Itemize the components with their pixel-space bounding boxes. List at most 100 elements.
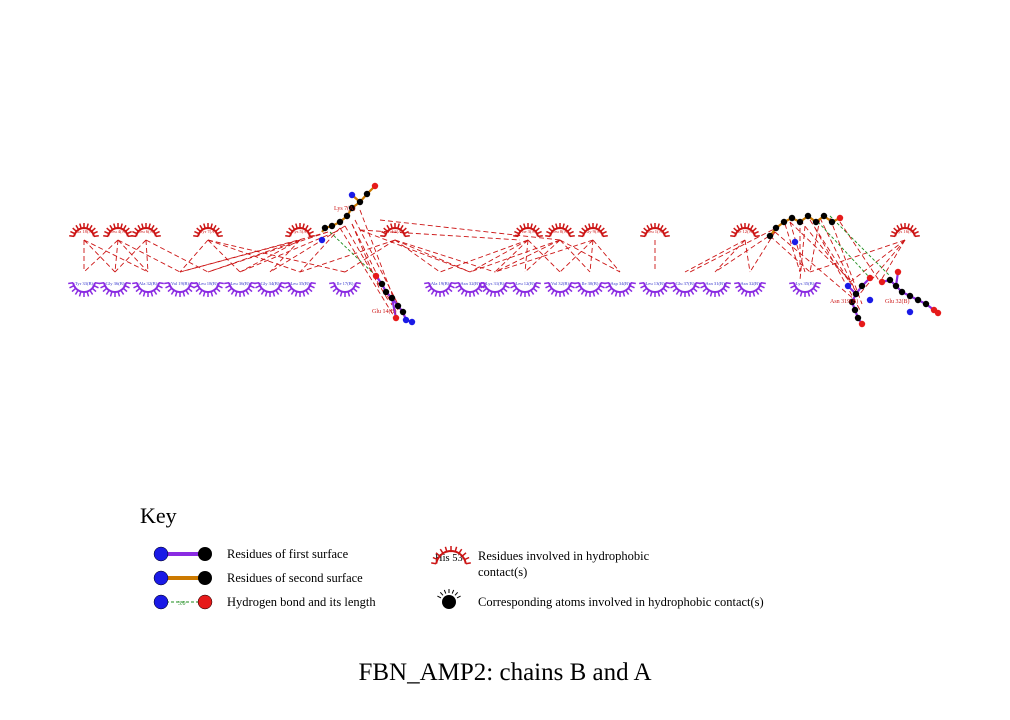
chain-b-residue-label-16: Asp 34(B) [610, 281, 630, 286]
chain-b-residue-label-13: Leu 12(B) [515, 281, 534, 286]
chain-b-residue-label-12: Lys 31(B) [486, 281, 505, 286]
chain-b-residue-fan-16 [604, 281, 636, 297]
ligand-asn-319-label: Asn 319(B) [830, 298, 858, 305]
legend-first-surface-label: Residues of first surface [227, 547, 349, 561]
chain-a-residue-label-3: Leu 6(A) [138, 229, 155, 234]
chain-a-residue-label-11: Ile 12(A) [737, 229, 754, 234]
legend: Key Residues of first surface Residues o… [140, 503, 764, 610]
legend-atoms-label: Corresponding atoms involved in hydropho… [478, 595, 764, 609]
ligand-glu-14-b: Glu 14(B) [372, 272, 416, 326]
chain-a-residue-fan-4 [193, 223, 223, 238]
legend-first-surface: Residues of first surface [153, 546, 349, 562]
chain-a-residue-label-6: Val 2(A) [387, 229, 403, 234]
chain-b-residue-fan-10 [424, 281, 456, 297]
chain-a-residue-fan-7 [513, 223, 543, 238]
legend-atom-spike [437, 595, 442, 599]
chain-b-residue-label-5: Leu 18(B) [198, 281, 217, 286]
legend-atom-spike [443, 589, 447, 594]
chain-a-residue-label-10: Leu 1(A) [647, 229, 664, 234]
legend-hydrophobic-label-line1: Residues involved in hydrophobic [478, 549, 650, 563]
page-title: FBN_AMP2: chains B and A [358, 659, 651, 686]
chain-a-residue-label-4: Tyr 7(A) [200, 229, 217, 234]
chain-b-residue-label-6: Leu 36(B) [230, 281, 249, 286]
hydrogen-bond-lines [329, 215, 891, 279]
chain-b-residue-label-7: Gly 34(B) [261, 281, 280, 286]
ligand-glu-32-b: Glu 32(B) [878, 268, 942, 317]
chain-b-residue-label-2: Gly 36(B) [106, 281, 125, 286]
legend-second-surface: Residues of second surface [153, 570, 363, 586]
chain-a-residue-label-12: Lys 16(A) [896, 229, 915, 234]
chain-a-residue-fan-6 [380, 223, 410, 238]
chain-b-residue-fan-8 [284, 281, 316, 297]
chain-a-residue-label-1: Ala 18(A) [75, 229, 94, 234]
chain-b-residue-label-3: Ala 32(B) [139, 281, 158, 286]
legend-fan-arc [431, 546, 471, 565]
chain-a-residue-fan-8 [545, 223, 575, 238]
chain-a-residue-fan-10 [640, 223, 670, 238]
chain-b-residue-fan-3 [132, 281, 164, 297]
chain-b-residue-fan-7 [254, 281, 286, 297]
chain-b-residue-fan-19 [699, 281, 731, 297]
chain-b-residue-fan-14 [544, 281, 576, 297]
legend-hydrophobic: His 53 Residues involved in hydrophobic … [431, 546, 650, 579]
chain-a-residue-label-2: Leu 4(A) [110, 229, 127, 234]
chain-a-residue-fan-3 [131, 223, 161, 238]
chain-b-residue-label-17: Leu 13(B) [645, 281, 664, 286]
ligand-glu-32-label: Glu 32(B) [885, 298, 910, 305]
chain-b-residue-label-18: Glu 37(B) [676, 281, 695, 286]
ligand-lys-7-a: Lys 7(A) [318, 182, 379, 244]
legend-atom-spike [456, 595, 461, 599]
chain-b-residue-label-20: Asn 32(B) [740, 281, 760, 286]
chain-b-residue-label-8: Leu 35(B) [290, 281, 309, 286]
chain-b-residue-label-14: Val 32(B) [551, 281, 569, 286]
chain-b-residue-fan-1 [68, 281, 100, 297]
chain-a-residue-label-5: Lys 5(A) [292, 229, 309, 234]
chain-a-residue-label-8: Leu 8(A) [552, 229, 569, 234]
chain-b-residue-fan-4 [164, 281, 196, 297]
legend-hydrophobic-fan-icon [431, 546, 471, 565]
chain-b-residue-fan-15 [574, 281, 606, 297]
chain-a-residue-fan-1 [69, 223, 99, 238]
chain-b-residue-label-11: Asn 32(B) [460, 281, 480, 286]
chain-a-residue-fan-11 [730, 223, 760, 238]
chain-a-residue-fan-12 [890, 223, 920, 238]
legend-hbond-length: 3.0 [178, 601, 186, 607]
legend-atom-spike [451, 589, 455, 594]
chain-b-residue-fan-20 [734, 281, 766, 297]
chain-b-residue-fan-5 [192, 281, 224, 297]
chain-b-residue-fan-21 [789, 281, 821, 297]
legend-heading: Key [140, 503, 177, 528]
legend-second-surface-label: Residues of second surface [227, 571, 363, 585]
chain-b-residue-fan-9 [329, 281, 361, 297]
legend-atoms: Corresponding atoms involved in hydropho… [437, 589, 764, 609]
chain-a-residue-fan-5 [285, 223, 315, 238]
legend-hbond: 3.0 Hydrogen bond and its length [153, 594, 376, 610]
legend-atom-spike [439, 591, 444, 596]
chain-a-residue-fan-2 [103, 223, 133, 238]
ligand-lys-7-atoms [318, 182, 379, 244]
legend-hbond-label: Hydrogen bond and its length [227, 595, 376, 609]
legend-hydrophobic-label-line2: contact(s) [478, 565, 527, 579]
chain-b-residue-label-10: Ala 19(B) [431, 281, 450, 286]
chain-a-residue-label-7: Phe 3(A) [520, 229, 537, 234]
chain-b-residue-label-4: Val 19(B) [171, 281, 189, 286]
chain-b-residue-label-15: Ile 30(B) [582, 281, 599, 286]
chain-b-residue-label-9: Ile 17(B) [337, 281, 354, 286]
legend-atom-spike-icon [437, 589, 461, 599]
chain-a-residue-fan-9 [578, 223, 608, 238]
ligand-glu-14-label: Glu 14(B) [372, 308, 397, 315]
chain-b-residue-fan-2 [99, 281, 131, 297]
chain-a-residues: Ala 18(A) Leu 4(A) Leu 6(A) Tyr 7(A) Lys 5(A… [69, 223, 920, 238]
chain-b-residues: Tyr 33(B) Gly 36(B) Ala 32(B) Val 19(B) Leu … [68, 281, 821, 297]
chain-b-residue-fan-17 [639, 281, 671, 297]
ligand-lys-7-label: Lys 7(A) [334, 205, 356, 212]
hydrophobic-contact-lines [83, 209, 906, 319]
chain-b-residue-label-19: Asn 31(B) [705, 281, 725, 286]
legend-atom-spike [454, 591, 459, 596]
chain-b-residue-label-1: Tyr 33(B) [75, 281, 94, 286]
ligand-chain-a-right-cluster [766, 212, 844, 246]
chain-b-residue-fan-13 [509, 281, 541, 297]
ligand-asn-319-b: Asn 319(B) [830, 274, 874, 328]
chain-b-residue-label-21: Lys 35(B) [796, 281, 815, 286]
